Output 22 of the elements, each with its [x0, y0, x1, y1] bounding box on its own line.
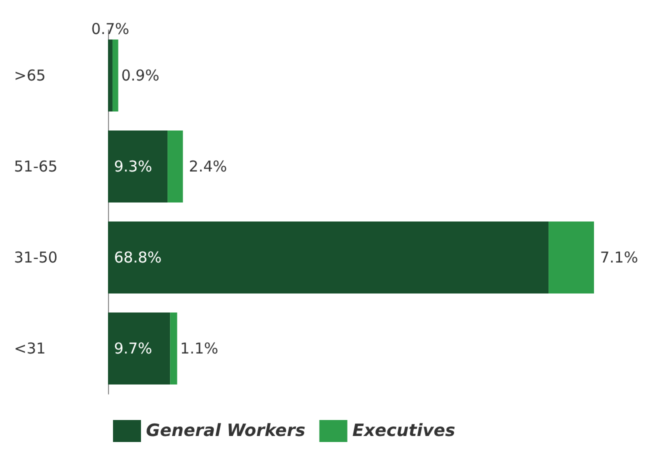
y-tick-label: <31: [14, 340, 46, 358]
y-tick-label: 51-65: [14, 158, 58, 176]
data-label: 2.4%: [188, 158, 228, 176]
bar: [108, 222, 549, 294]
data-label: 9.7%: [114, 340, 152, 358]
data-label: 7.1%: [600, 248, 638, 266]
data-label: 0.7%: [91, 20, 130, 38]
y-tick-label: 31-50: [14, 248, 58, 266]
bar: [108, 40, 112, 112]
data-label: 68.8%: [114, 248, 162, 266]
data-label: 0.9%: [121, 66, 160, 84]
bar: [108, 312, 170, 384]
bar: [170, 312, 178, 384]
y-tick-label: >65: [14, 66, 46, 84]
data-label: 9.3%: [114, 158, 152, 176]
bar: [168, 130, 183, 202]
legend-label: Executives: [352, 421, 456, 441]
data-label: 1.1%: [180, 340, 218, 358]
bar: [112, 40, 118, 112]
bar: [108, 130, 168, 202]
legend-label: General Workers: [146, 421, 306, 441]
bar: [548, 222, 594, 294]
